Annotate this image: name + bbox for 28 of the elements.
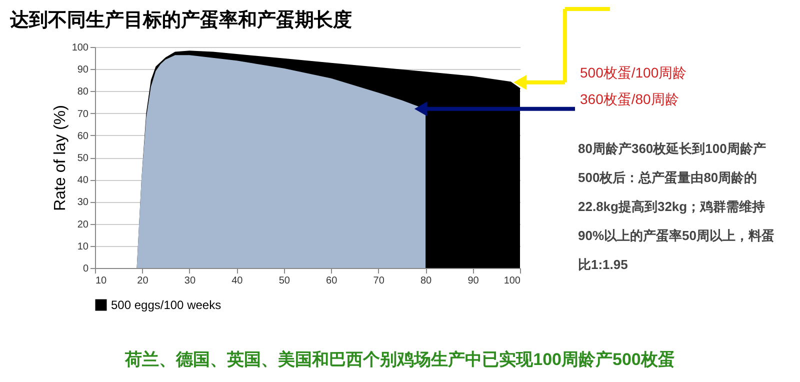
y-tick-label: 20 bbox=[77, 219, 89, 230]
y-tick-label: 0 bbox=[82, 264, 89, 274]
x-tick-label: 50 bbox=[278, 276, 290, 286]
y-tick-label: 50 bbox=[77, 153, 89, 164]
annotation: 500枚蛋/100周龄 bbox=[580, 64, 687, 80]
x-tick-label: 40 bbox=[232, 276, 244, 286]
text: 荷兰、德国、英国、美国和巴西个别鸡场生产中已实现100周龄产500枚蛋 bbox=[124, 350, 675, 369]
chart-title: 达到不同生产目标的产蛋率和产蛋期长度 bbox=[9, 9, 352, 31]
y-tick-label: 60 bbox=[77, 130, 89, 142]
x-tick-label: 60 bbox=[326, 276, 338, 286]
x-tick-label: 10 bbox=[96, 276, 108, 286]
x-tick-label: 70 bbox=[373, 276, 385, 286]
x-tick-label: 100 bbox=[504, 276, 521, 286]
y-axis-title: Rate of lay (%) bbox=[52, 105, 69, 211]
y-tick-label: 10 bbox=[77, 241, 89, 252]
y-tick-label: 40 bbox=[77, 175, 89, 186]
text: 80周龄产360枚延长到100周龄产500枚后：总产蛋量由80周龄的22.8kg提高到32kg；鸡群需维持90%以上的产蛋率50周以上，料蛋比1:1.95 bbox=[578, 141, 774, 272]
y-tick-label: 30 bbox=[77, 197, 89, 208]
y-tick-label: 100 bbox=[72, 42, 89, 54]
x-tick-label: 90 bbox=[468, 276, 480, 286]
y-tick-label: 80 bbox=[77, 86, 89, 98]
x-tick-label: 80 bbox=[420, 276, 432, 286]
y-tick-label: 90 bbox=[77, 64, 89, 76]
legend-label: 500 eggs/100 weeks bbox=[111, 298, 222, 312]
x-tick-label: 20 bbox=[137, 276, 149, 286]
annotation: 360枚蛋/80周龄 bbox=[580, 90, 679, 107]
x-tick-label: 30 bbox=[184, 276, 196, 286]
y-tick-label: 70 bbox=[77, 108, 89, 120]
